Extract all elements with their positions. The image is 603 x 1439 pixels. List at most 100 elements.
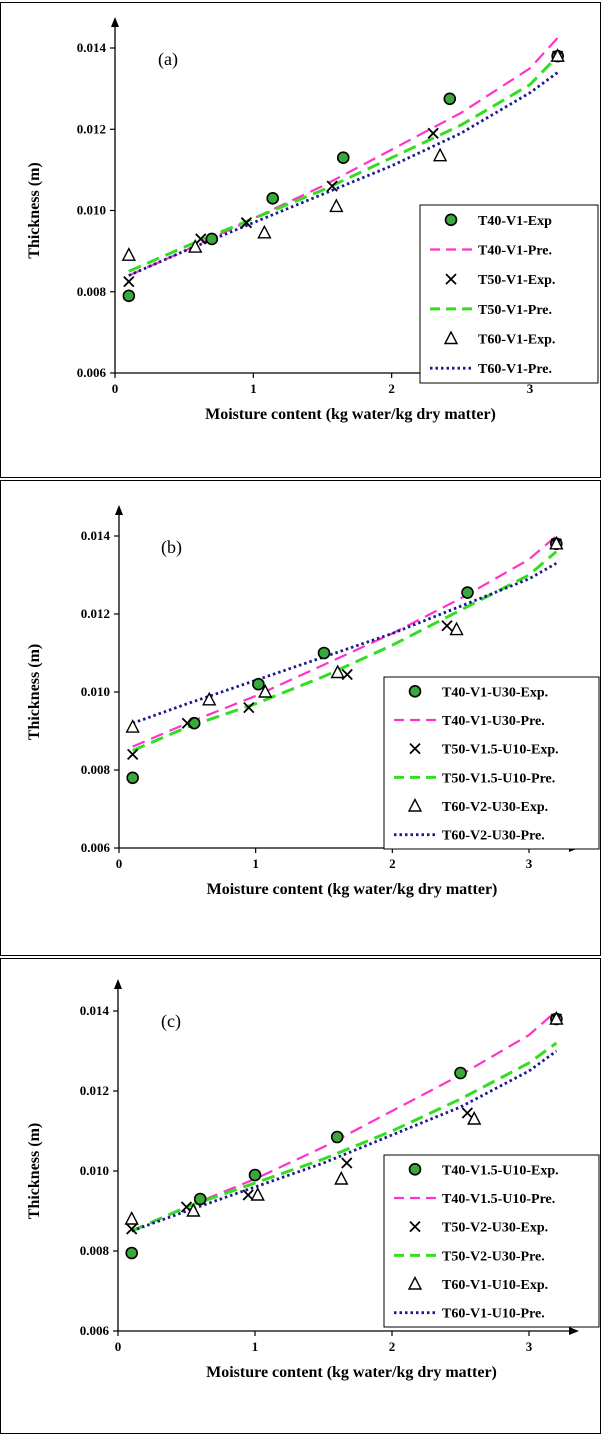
- chart-c-series-1-point: [126, 1248, 137, 1259]
- chart-c-series-5-point: [126, 1213, 138, 1225]
- chart-b-series-5-point: [451, 623, 463, 635]
- chart-c-series-3-point-strokes: [462, 1108, 472, 1118]
- chart-c-y-tick-label: 0.008: [80, 1243, 110, 1258]
- chart-a-legend-box: [420, 205, 598, 383]
- chart-a-legend-entry-2-label: T40-V1-Pre.: [478, 244, 552, 259]
- chart-b-panel-label: (b): [161, 537, 182, 558]
- chart-b-series-1-point: [253, 679, 264, 690]
- chart-a-legend-entry-5-label: T60-V1-Exp.: [478, 333, 555, 348]
- chart-c-legend-entry-6-label: T60-V1-U10-Pre.: [442, 1307, 545, 1322]
- chart-a-y-tick-label: 0.014: [77, 40, 107, 55]
- chart-a-series-5-point: [258, 226, 270, 238]
- chart-a-series-3-point: [124, 277, 134, 287]
- chart-b-series-1-point: [319, 648, 330, 659]
- chart-b-series-5-point: [203, 693, 215, 705]
- chart-a-series-1-point: [267, 193, 278, 204]
- chart-b-series-1-point: [127, 772, 138, 783]
- chart-a-series-1-point: [123, 290, 134, 301]
- chart-c-series-3-point-strokes: [342, 1158, 352, 1168]
- chart-b-legend: T40-V1-U30-Exp. T40-V1-U30-Pre. T50-V1.5-U…: [384, 677, 599, 849]
- chart-a-series-1-point: [338, 152, 349, 163]
- chart-c-x-tick-label: 3: [526, 1339, 533, 1354]
- chart-c-legend-box: [384, 1155, 599, 1327]
- chart-c-legend-entry-1-swatch: [410, 1164, 421, 1175]
- chart-c-legend-entry-2-label: T40-V1.5-U10-Pre.: [442, 1192, 555, 1207]
- chart-a-x-tick-label: 1: [250, 381, 257, 396]
- chart-b-legend-entry-2-label: T40-V1-U30-Pre.: [442, 714, 545, 729]
- chart-b-series-3-point: [442, 621, 452, 631]
- chart-c-legend: T40-V1.5-U10-Exp. T40-V1.5-U10-Pre. T50-V2…: [384, 1155, 599, 1327]
- chart-b-series-1-point: [462, 587, 473, 598]
- chart-c-y-tick-label: 0.012: [80, 1083, 109, 1098]
- chart-c-legend-entry-1-label: T40-V1.5-U10-Exp.: [442, 1163, 559, 1178]
- chart-a-legend-entry-1-label: T40-V1-Exp: [478, 214, 552, 229]
- chart-panel-c: 0.006 0.008 0.010 0.012 0.014 0 1 2 3 Moisture co…: [0, 958, 601, 1434]
- chart-c-series-1-point: [250, 1170, 261, 1181]
- chart-a-y-tick-label: 0.006: [77, 365, 107, 380]
- chart-b-legend-entry-1-swatch: [410, 686, 421, 697]
- chart-a-series-1-point: [206, 233, 217, 244]
- chart-a: 0.006 0.008 0.010 0.012 0.014 0 1 2 3 Moisture co…: [1, 3, 602, 479]
- chart-panel-a: 0.006 0.008 0.010 0.012 0.014 0 1 2 3 Moisture co…: [0, 2, 601, 478]
- chart-b-y-tick-label: 0.008: [81, 762, 111, 777]
- chart-c-series-1-point: [195, 1194, 206, 1205]
- chart-c-y-tick-label: 0.010: [80, 1163, 109, 1178]
- chart-b-series-3-point: [128, 749, 138, 759]
- chart-b-x-tick-label: 1: [252, 856, 259, 871]
- chart-c-series-3-point: [243, 1190, 253, 1200]
- chart-a-legend-entry-3-label: T50-V1-Exp.: [478, 273, 555, 288]
- chart-a-series-5-point: [330, 200, 342, 212]
- chart-a-legend-entry-4-label: T50-V1-Pre.: [478, 303, 552, 318]
- chart-b-y-tick-label: 0.006: [81, 840, 111, 855]
- chart-b-series-5-point: [127, 721, 139, 733]
- chart-c-y-tick-label: 0.006: [80, 1323, 110, 1338]
- chart-b-series-3-point-strokes: [128, 749, 138, 759]
- chart-b-y-tick-label: 0.014: [81, 528, 111, 543]
- chart-b-y-tick-label: 0.010: [81, 684, 110, 699]
- chart-a-y-tick-label: 0.010: [77, 203, 106, 218]
- chart-a-series-5-point: [434, 149, 446, 161]
- chart-a-x-tick-label: 2: [388, 381, 395, 396]
- chart-b-x-axis-label: Moisture content (kg water/kg dry matter…: [207, 881, 498, 898]
- chart-c-x-axis-label: Moisture content (kg water/kg dry matter…: [206, 1364, 497, 1381]
- chart-c-series-5-point: [468, 1113, 480, 1125]
- chart-a-y-tick-label: 0.008: [77, 284, 107, 299]
- chart-c-series-1-point: [455, 1068, 466, 1079]
- chart-a-y-axis-label: Thickness (m): [26, 162, 43, 258]
- chart-b-x-tick-label: 2: [389, 856, 396, 871]
- chart-c-legend-entry-4-label: T50-V2-U30-Pre.: [442, 1249, 545, 1264]
- chart-b-legend-box: [384, 677, 599, 849]
- chart-b-legend-entry-3-label: T50-V1.5-U10-Exp.: [442, 743, 559, 758]
- chart-a-legend-entry-6-label: T60-V1-Pre.: [478, 362, 552, 377]
- chart-a-series-1-point: [444, 93, 455, 104]
- chart-b-legend-entry-4-label: T50-V1.5-U10-Pre.: [442, 771, 555, 786]
- chart-a-panel-label: (a): [158, 49, 178, 70]
- chart-c-legend-entry-5-label: T60-V1-U10-Exp.: [442, 1278, 548, 1293]
- chart-c-y-tick-label: 0.014: [80, 1003, 110, 1018]
- chart-b-x-tick-label: 0: [116, 856, 123, 871]
- chart-a-series-5-point: [189, 241, 201, 253]
- chart-a-series-3-point-strokes: [124, 277, 134, 287]
- chart-c-x-tick-label: 1: [252, 1339, 259, 1354]
- chart-c-legend-entry-3-label: T50-V2-U30-Exp.: [442, 1221, 548, 1236]
- chart-b-series-3-point-strokes: [442, 621, 452, 631]
- chart-c: 0.006 0.008 0.010 0.012 0.014 0 1 2 3 Moisture co…: [1, 959, 602, 1435]
- chart-a-x-axis-label: Moisture content (kg water/kg dry matter…: [205, 406, 496, 423]
- chart-a-y-axis-arrow: [111, 17, 119, 27]
- chart-b-y-tick-label: 0.012: [81, 606, 110, 621]
- chart-c-y-axis-arrow: [114, 979, 122, 989]
- chart-c-series-3-point: [462, 1108, 472, 1118]
- chart-a-x-tick-label: 0: [112, 381, 119, 396]
- chart-panel-b: 0.006 0.008 0.010 0.012 0.014 0 1 2 3 Moisture co…: [0, 480, 601, 956]
- chart-c-x-tick-label: 2: [389, 1339, 396, 1354]
- chart-c-y-axis-label: Thickness (m): [26, 1123, 43, 1219]
- chart-b-legend-entry-6-label: T60-V2-U30-Pre.: [442, 829, 545, 844]
- chart-a-legend-entry-1-swatch: [446, 214, 457, 225]
- chart-c-panel-label: (c): [161, 1011, 181, 1032]
- chart-c-series-1-point: [332, 1132, 343, 1143]
- chart-b-y-axis-arrow: [115, 505, 123, 515]
- chart-a-legend: T40-V1-Exp T40-V1-Pre. T50-V1-Exp. T50-V1-P…: [420, 205, 598, 383]
- chart-b-legend-entry-1-label: T40-V1-U30-Exp.: [442, 685, 548, 700]
- chart-a-y-tick-label: 0.012: [77, 121, 106, 136]
- chart-c-series-3-point-strokes: [243, 1190, 253, 1200]
